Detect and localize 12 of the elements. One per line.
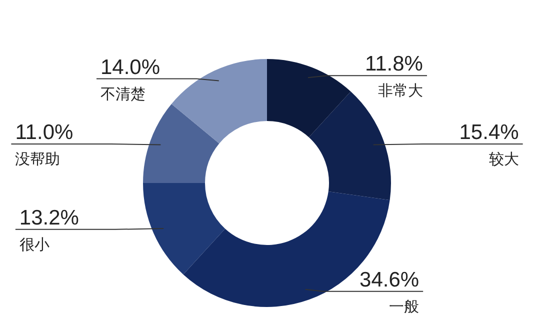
slice-label: 很小 xyxy=(19,235,50,254)
data-label: 15.4% xyxy=(459,120,519,144)
slice-label: 不清楚 xyxy=(100,84,146,103)
data-label: 11.0% xyxy=(15,120,74,144)
data-label: 14.0% xyxy=(100,56,160,79)
slice-label: 较大 xyxy=(488,150,519,168)
slice-label: 没帮助 xyxy=(15,150,60,168)
data-label: 11.8% xyxy=(364,52,423,76)
data-label: 34.6% xyxy=(360,268,420,292)
data-label: 13.2% xyxy=(19,206,79,230)
slice-label: 一般 xyxy=(389,297,420,316)
slice-label: 非常大 xyxy=(378,82,423,100)
